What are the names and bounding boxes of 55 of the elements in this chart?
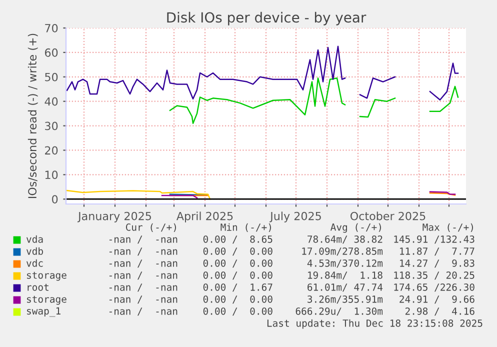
text: 61.01m/ 47.74 xyxy=(308,283,383,292)
text: Min (-/+) xyxy=(220,223,271,232)
text: 0.00 / 0.00 xyxy=(203,259,272,268)
text: 11.87 / 7.77 xyxy=(400,247,474,256)
y-tick-label: 0 xyxy=(52,195,58,204)
y-tick-label: 10 xyxy=(45,170,58,180)
x-tick-label: October 2025 xyxy=(350,212,426,220)
legend-label: root xyxy=(28,284,48,291)
text: 24.91 / 9.66 xyxy=(400,295,474,304)
text: Avg (-/+) xyxy=(330,223,381,233)
y-tick-label: 30 xyxy=(45,122,58,130)
text: 174.65 /226.30 xyxy=(394,283,474,292)
y-tick-label: 60 xyxy=(45,48,58,57)
legend-label: storage xyxy=(27,272,66,281)
text: 3.26m/355.91m xyxy=(308,295,383,304)
legend-label: vdc xyxy=(26,259,43,267)
text: Cur (-/+) xyxy=(126,223,176,232)
y-tick-label: 20 xyxy=(45,146,58,155)
text: Max (-/+) xyxy=(422,223,473,232)
y-tick-label: 50 xyxy=(45,72,58,82)
text: -nan / -nan xyxy=(109,248,178,256)
text: 14.27 / 9.83 xyxy=(400,259,474,268)
text: 19.84m/ 1.18 xyxy=(308,271,382,280)
legend-label: swap_1 xyxy=(27,307,60,317)
text: -nan / -nan xyxy=(109,296,178,304)
text: 0.00 / 0.00 xyxy=(203,247,272,256)
legend-label: storage xyxy=(27,296,66,305)
text: 4.53m/370.12m xyxy=(307,259,383,268)
text: 0.00 / 0.00 xyxy=(203,307,272,316)
text: 0.00 / 0.00 xyxy=(203,295,272,304)
chart-title: Disk IOs per device - by year xyxy=(167,12,366,26)
text: 0.00 / 0.00 xyxy=(203,271,272,280)
text: -nan / -nan xyxy=(109,236,178,244)
text: Last update: Thu Dec 18 23:15:08 2025 xyxy=(267,319,482,329)
text: -nan / -nan xyxy=(109,260,178,268)
y-axis-title: IOs/second read (-) / write (+) xyxy=(28,34,38,198)
text: -nan / -nan xyxy=(109,272,178,280)
text: 78.64m/ 38.82 xyxy=(308,235,382,244)
x-tick-label: January 2025 xyxy=(77,212,151,222)
text: 118.35 / 20.25 xyxy=(394,271,474,280)
text: 0.00 / 8.65 xyxy=(203,235,272,244)
legend-label: vdb xyxy=(26,247,43,255)
x-tick-label: April 2025 xyxy=(176,212,233,222)
text: 17.09m/278.85m xyxy=(302,247,383,256)
text: -nan / -nan xyxy=(109,308,178,316)
x-tick-label: July 2025 xyxy=(270,212,321,222)
text: 666.29u/ 1.30m xyxy=(296,307,383,316)
text: 2.98 / 4.16 xyxy=(405,307,474,316)
y-tick-label: 70 xyxy=(45,24,58,32)
text: 0.00 / 1.67 xyxy=(203,283,272,292)
line-series xyxy=(66,190,211,200)
text: 145.91 /132.43 xyxy=(394,235,474,244)
y-tick-label: 40 xyxy=(44,97,58,106)
text: -nan / -nan xyxy=(109,284,178,292)
legend-label: vda xyxy=(26,235,43,243)
